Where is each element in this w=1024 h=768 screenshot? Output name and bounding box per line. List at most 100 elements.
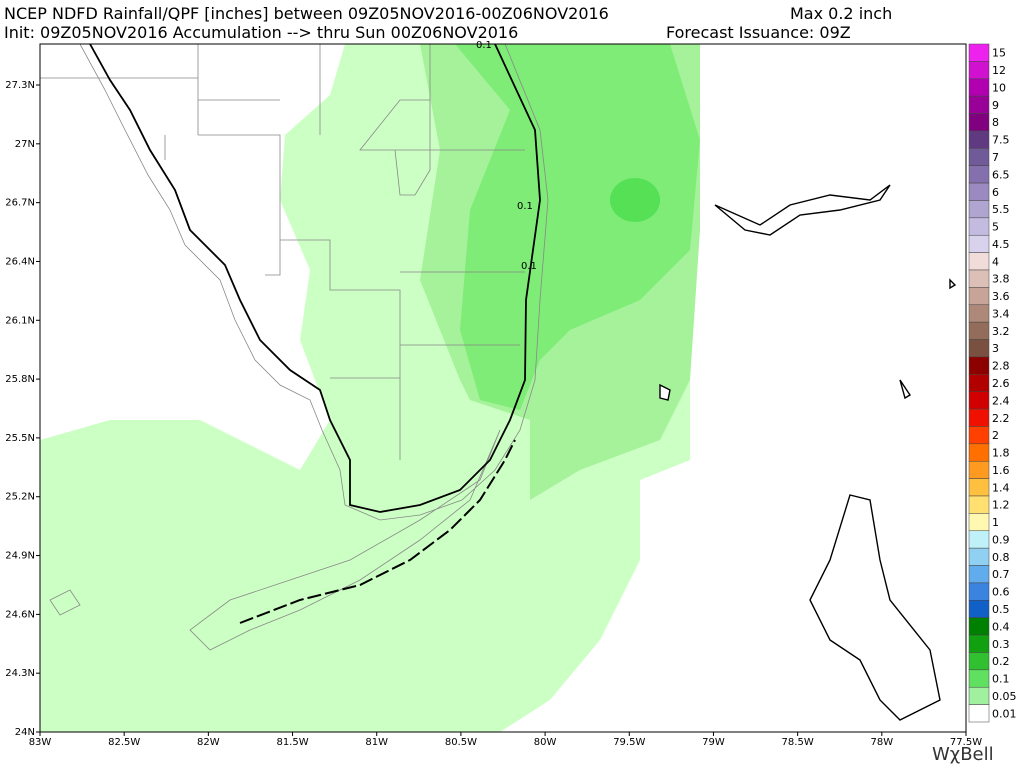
map-area: 0.1 0.1 0.1 xyxy=(39,40,967,733)
colorbar-label: 2.6 xyxy=(992,377,1010,390)
colorbar-label: 3 xyxy=(992,342,999,355)
contour-label: 0.1 xyxy=(476,40,492,51)
colorbar-swatch xyxy=(968,565,990,584)
colorbar-swatch xyxy=(968,217,990,236)
header-init: Init: 09Z05NOV2016 Accumulation --> thru… xyxy=(4,23,518,42)
keys-shelf xyxy=(49,429,501,651)
colorbar-label: 12 xyxy=(992,64,1006,77)
lat-label: 25.5N xyxy=(5,433,35,444)
lat-label: 26.7N xyxy=(5,198,35,209)
contour-label: 0.1 xyxy=(521,261,537,272)
colorbar-label: 0.1 xyxy=(992,673,1010,686)
colorbar-label: 0.2 xyxy=(992,655,1010,668)
colorbar-swatch xyxy=(968,113,990,132)
colorbar-label: 15 xyxy=(992,47,1006,60)
lat-label: 24N xyxy=(15,727,35,738)
lat-label: 27N xyxy=(15,139,35,150)
lat-label: 24.3N xyxy=(5,668,35,679)
colorbar-swatch xyxy=(968,495,990,514)
colorbar-label: 2 xyxy=(992,429,999,442)
colorbar-swatch xyxy=(968,460,990,479)
axis-labels: 27.3N 27N 26.7N 26.4N 26.1N 25.8N 25.5N 25.2N 24… xyxy=(5,80,982,748)
colorbar-label: 0.8 xyxy=(992,551,1010,564)
colorbar-swatch xyxy=(968,426,990,445)
colorbar-label: 1.8 xyxy=(992,447,1010,460)
colorbar-swatch xyxy=(968,78,990,97)
lon-label: 81W xyxy=(365,737,388,748)
lon-label: 80.5W xyxy=(445,737,477,748)
colorbar-swatch xyxy=(968,652,990,671)
colorbar-label: 0.01 xyxy=(992,707,1017,720)
colorbar-label: 8 xyxy=(992,116,999,129)
colorbar-swatch xyxy=(968,287,990,306)
lon-label: 78W xyxy=(871,737,894,748)
florida-keys xyxy=(239,439,516,624)
colorbar-swatch xyxy=(968,321,990,340)
colorbar-swatch xyxy=(968,269,990,288)
colorbar-swatch xyxy=(968,443,990,462)
colorbar-swatch xyxy=(968,165,990,184)
lat-label: 27.3N xyxy=(5,80,35,91)
colorbar-swatch xyxy=(968,478,990,497)
colorbar-label: 1 xyxy=(992,516,999,529)
colorbar-label: 3.4 xyxy=(992,307,1010,320)
colorbar-label: 2.2 xyxy=(992,412,1010,425)
header-max: Max 0.2 inch xyxy=(790,4,892,23)
colorbar-swatch xyxy=(968,582,990,601)
lat-label: 24.6N xyxy=(5,609,35,620)
colorbar-swatch xyxy=(968,148,990,166)
colorbar-label: 1.6 xyxy=(992,464,1010,477)
colorbar-swatch xyxy=(968,182,990,201)
colorbar-swatch xyxy=(968,408,990,427)
lat-label: 25.2N xyxy=(5,492,35,503)
colorbar-swatch xyxy=(968,234,990,253)
colorbar-label: 7.5 xyxy=(992,134,1010,147)
colorbar-label: 9 xyxy=(992,99,999,112)
colorbar-swatch xyxy=(968,391,990,410)
lat-label: 26.4N xyxy=(5,256,35,267)
colorbar-label: 0.7 xyxy=(992,568,1010,581)
colorbar-swatch xyxy=(968,530,990,549)
colorbar-label: 3.6 xyxy=(992,290,1010,303)
colorbar-swatch xyxy=(968,61,990,80)
colorbar-label: 3.8 xyxy=(992,273,1010,286)
colorbar-label: 4 xyxy=(992,255,999,268)
map-frame xyxy=(39,43,967,733)
lat-label: 24.9N xyxy=(5,551,35,562)
colorbar-label: 4.5 xyxy=(992,238,1010,251)
lon-label: 80W xyxy=(534,737,557,748)
header-title: NCEP NDFD Rainfall/QPF [inches] between … xyxy=(4,4,609,23)
colorbar-swatch xyxy=(968,686,990,705)
colorbar-swatch xyxy=(968,669,990,688)
colorbar-label: 1.2 xyxy=(992,499,1010,512)
colorbar-label: 6 xyxy=(992,186,999,199)
coastline xyxy=(89,44,541,513)
colorbar-label: 2.4 xyxy=(992,394,1010,407)
colorbar-swatch xyxy=(968,200,990,219)
colorbar-swatch xyxy=(968,617,990,636)
county-lines xyxy=(40,44,525,460)
colorbar-label: 10 xyxy=(992,81,1006,94)
rain-0.1 xyxy=(455,44,700,410)
colorbar-label: 0.5 xyxy=(992,603,1010,616)
colorbar-swatch xyxy=(968,304,990,323)
colorbar-label: 0.3 xyxy=(992,638,1010,651)
colorbar-swatch xyxy=(968,252,990,271)
lat-label: 25.8N xyxy=(5,374,35,385)
colorbar-swatch xyxy=(968,513,990,532)
colorbar-swatch xyxy=(968,356,990,375)
colorbar-swatch xyxy=(968,95,990,114)
lon-label: 78.5W xyxy=(782,737,814,748)
colorbar-swatch xyxy=(968,374,990,392)
lon-label: 82.5W xyxy=(108,737,140,748)
colorbar-label: 0.4 xyxy=(992,620,1010,633)
contour-label: 0.1 xyxy=(517,201,533,212)
lon-label: 83W xyxy=(29,737,52,748)
colorbar-label: 2.8 xyxy=(992,360,1010,373)
colorbar-label: 0.6 xyxy=(992,586,1010,599)
colorbar-label: 1.4 xyxy=(992,481,1010,494)
brand: WχBell xyxy=(932,744,994,765)
colorbar-swatch xyxy=(968,704,990,723)
lon-label: 82W xyxy=(197,737,220,748)
